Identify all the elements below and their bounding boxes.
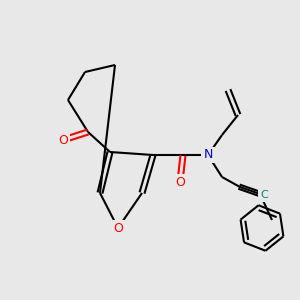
Text: O: O — [58, 134, 68, 146]
Text: C: C — [260, 190, 268, 200]
Text: O: O — [113, 221, 123, 235]
Text: O: O — [175, 176, 185, 188]
Text: N: N — [203, 148, 213, 161]
